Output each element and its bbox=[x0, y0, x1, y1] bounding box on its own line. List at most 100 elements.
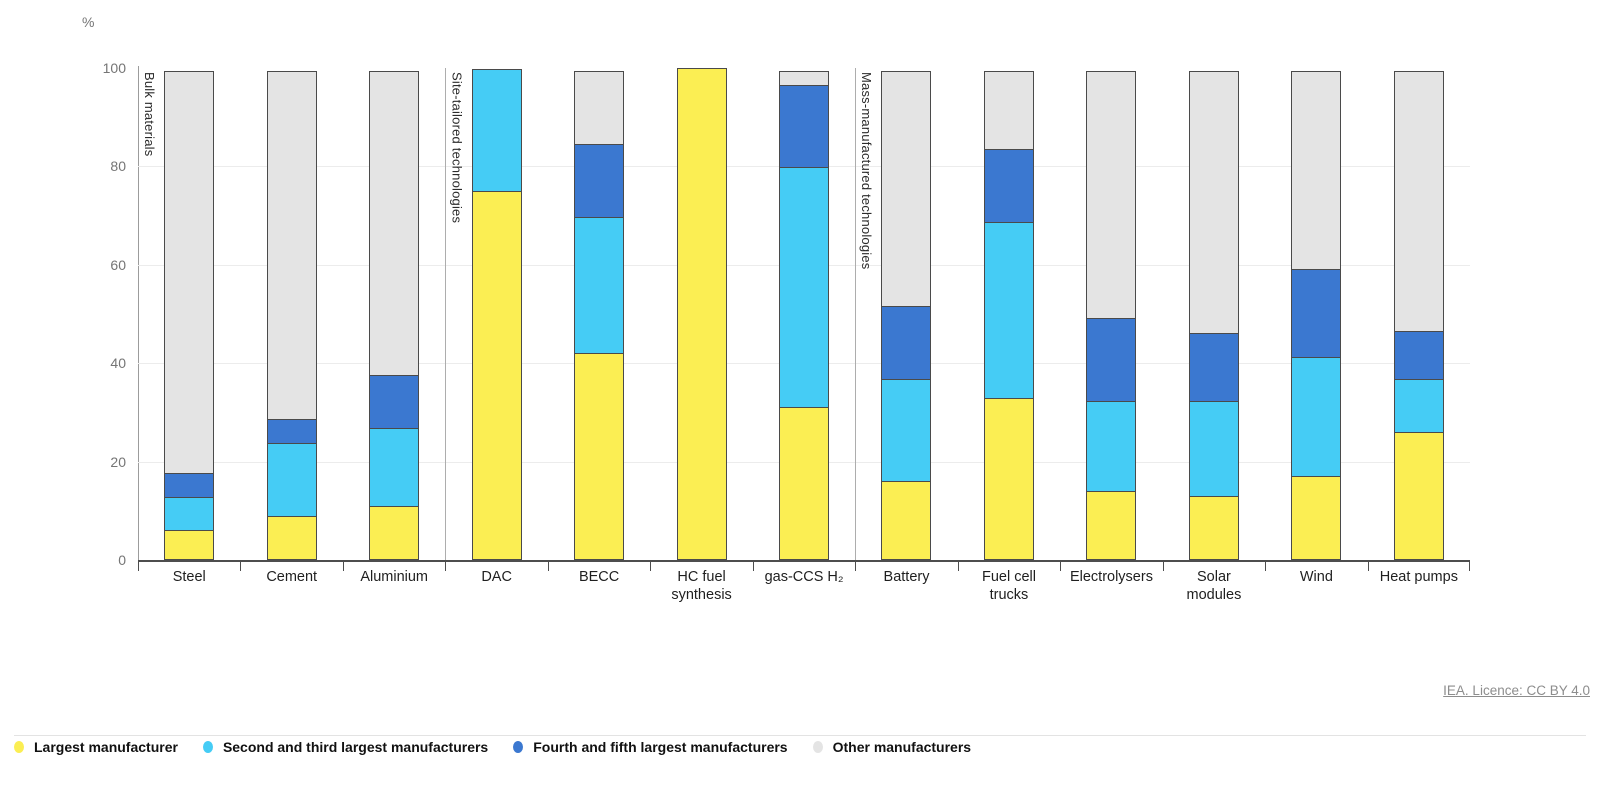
bar-slot bbox=[650, 68, 752, 560]
bar-segment[interactable] bbox=[164, 473, 215, 499]
x-axis-tick bbox=[445, 562, 447, 571]
bar-segment[interactable] bbox=[574, 71, 625, 145]
bar-segment[interactable] bbox=[266, 419, 317, 444]
bar-segment[interactable] bbox=[266, 71, 317, 421]
y-tick-label: 40 bbox=[110, 355, 126, 372]
bar-segment[interactable] bbox=[369, 375, 420, 430]
bar-segment[interactable] bbox=[1291, 269, 1342, 358]
bar-segment[interactable] bbox=[266, 442, 317, 517]
bar-slot bbox=[548, 68, 650, 560]
bar-segment[interactable] bbox=[369, 71, 420, 377]
bar-segment[interactable] bbox=[164, 530, 215, 560]
bar-slot bbox=[240, 68, 342, 560]
x-category-label: Heat pumps bbox=[1379, 569, 1458, 585]
stacked-bar bbox=[676, 68, 727, 560]
stacked-bar bbox=[471, 68, 522, 560]
bar-segment[interactable] bbox=[1086, 318, 1137, 403]
stacked-bar bbox=[574, 68, 625, 560]
bar-segment[interactable] bbox=[574, 216, 625, 355]
bar-segment[interactable] bbox=[266, 515, 317, 560]
section-divider-line bbox=[855, 68, 857, 560]
bar-segment[interactable] bbox=[1188, 71, 1239, 335]
x-category-label: Wind bbox=[1299, 569, 1333, 585]
x-axis-tick bbox=[240, 562, 242, 571]
bar-segment[interactable] bbox=[1188, 333, 1239, 403]
x-axis-tick bbox=[547, 562, 549, 571]
bar-segment[interactable] bbox=[164, 71, 215, 475]
bar-segment[interactable] bbox=[574, 353, 625, 560]
bar-segment[interactable] bbox=[1393, 71, 1444, 332]
x-axis-tick bbox=[1265, 562, 1267, 571]
bar-segment[interactable] bbox=[1393, 432, 1444, 560]
legend-color-dot bbox=[14, 741, 24, 753]
section-label: Site-tailored technologies bbox=[449, 72, 465, 224]
legend-item[interactable]: Second and third largest manufacturers bbox=[202, 739, 489, 755]
bar-slot bbox=[1265, 68, 1367, 560]
bar-slot bbox=[1163, 68, 1265, 560]
bar-slot bbox=[1368, 68, 1470, 560]
bar-segment[interactable] bbox=[1291, 356, 1342, 478]
x-axis-category-labels: Steel Cement Aluminium DAC BECC HC fuel synth… bbox=[138, 566, 1470, 604]
bar-segment[interactable] bbox=[778, 407, 829, 560]
bar-segment[interactable] bbox=[983, 148, 1034, 223]
licence-link[interactable]: IEA. Licence: CC BY 4.0 bbox=[1443, 683, 1590, 698]
stacked-bar bbox=[778, 68, 829, 560]
bar-segment[interactable] bbox=[1086, 401, 1137, 493]
x-category-label: Battery bbox=[883, 569, 930, 585]
bar-segment[interactable] bbox=[881, 71, 932, 308]
legend-item[interactable]: Other manufacturers bbox=[812, 739, 971, 755]
bar-segment[interactable] bbox=[881, 306, 932, 380]
stacked-bar bbox=[369, 68, 420, 560]
bar-segment[interactable] bbox=[778, 71, 829, 86]
bar-segment[interactable] bbox=[881, 481, 932, 560]
bar-segment[interactable] bbox=[1291, 476, 1342, 560]
stacked-bar bbox=[266, 68, 317, 560]
bar-segment[interactable] bbox=[574, 143, 625, 218]
bar-segment[interactable] bbox=[369, 505, 420, 560]
legend-item[interactable]: Largest manufacturer bbox=[14, 739, 178, 755]
x-category-label: HC fuel synthesis bbox=[671, 569, 732, 604]
y-tick-label: 80 bbox=[110, 158, 126, 175]
y-axis-line bbox=[138, 66, 139, 560]
bar-segment[interactable] bbox=[471, 191, 522, 560]
legend-color-dot bbox=[812, 741, 823, 753]
bar-segment[interactable] bbox=[676, 68, 727, 560]
chart-legend: Largest manufacturer Second and third lar… bbox=[14, 739, 971, 755]
bar-segment[interactable] bbox=[1188, 401, 1239, 498]
legend-divider-line bbox=[14, 735, 1586, 736]
x-category-label: Fuel cell trucks bbox=[981, 569, 1036, 604]
bar-segment[interactable] bbox=[778, 84, 829, 169]
x-axis-tick bbox=[752, 562, 754, 571]
x-axis-tick bbox=[855, 562, 857, 571]
x-axis-tick bbox=[650, 562, 652, 571]
x-axis-tick bbox=[1060, 562, 1062, 571]
bar-segment[interactable] bbox=[471, 69, 522, 192]
bar-segment[interactable] bbox=[881, 378, 932, 483]
bar-segment[interactable] bbox=[1188, 496, 1239, 560]
bar-slot bbox=[138, 68, 240, 560]
bar-segment[interactable] bbox=[983, 221, 1034, 399]
bar-segment[interactable] bbox=[778, 167, 829, 409]
bar-segment[interactable] bbox=[164, 497, 215, 532]
x-axis-tick bbox=[1367, 562, 1369, 571]
x-category-label: Electrolysers bbox=[1069, 569, 1153, 585]
y-axis-unit-label: % bbox=[82, 14, 95, 30]
section-divider-line bbox=[445, 68, 447, 560]
bar-slot bbox=[343, 68, 445, 560]
stacked-bar bbox=[1188, 68, 1239, 560]
bar-segment[interactable] bbox=[1393, 378, 1444, 434]
x-axis-tick bbox=[138, 562, 139, 571]
section-label: Bulk materials bbox=[142, 72, 157, 157]
bar-segment[interactable] bbox=[983, 397, 1034, 560]
bar-slot bbox=[855, 68, 957, 560]
legend-label: Fourth and fifth largest manufacturers bbox=[533, 739, 788, 755]
bar-segment[interactable] bbox=[983, 71, 1034, 150]
legend-label: Second and third largest manufacturers bbox=[222, 739, 489, 755]
bar-segment[interactable] bbox=[1086, 491, 1137, 560]
bar-segment[interactable] bbox=[1393, 330, 1444, 380]
section-label: Mass-manufactured technologies bbox=[859, 72, 875, 270]
bar-segment[interactable] bbox=[1086, 71, 1137, 320]
bar-segment[interactable] bbox=[1291, 71, 1342, 271]
bar-segment[interactable] bbox=[369, 428, 420, 507]
legend-item[interactable]: Fourth and fifth largest manufacturers bbox=[513, 739, 788, 755]
